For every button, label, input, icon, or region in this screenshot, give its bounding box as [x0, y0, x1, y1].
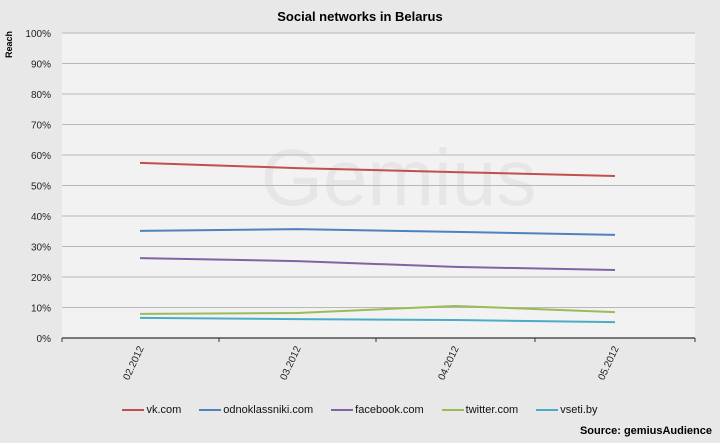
legend-item: facebook.com	[331, 404, 424, 416]
legend-label: vk.com	[146, 404, 182, 416]
x-tick-label: 02.2012	[121, 344, 146, 382]
series-line-vk-com	[139, 161, 616, 177]
y-tick-label: 30%	[31, 243, 51, 254]
legend-swatch	[536, 409, 559, 411]
y-tick-label: 10%	[31, 304, 51, 315]
chart-legend: vk.com odnoklassniki.com facebook.com twitt…	[0, 404, 720, 416]
y-tick-label: 100%	[25, 29, 51, 40]
y-tick-label: 80%	[31, 90, 51, 101]
y-tick-label: 60%	[31, 151, 51, 162]
legend-swatch	[331, 409, 354, 411]
legend-swatch	[441, 409, 464, 411]
x-tick-label: 05.2012	[596, 344, 621, 382]
y-tick-label: 50%	[31, 182, 51, 193]
series-line-odnoklassniki-com	[139, 228, 616, 236]
y-tick-label: 0%	[37, 334, 52, 345]
legend-label: twitter.com	[465, 404, 519, 416]
x-tick-label: 03.2012	[278, 344, 303, 382]
legend-item: twitter.com	[441, 404, 519, 416]
watermark: Gemius	[261, 133, 537, 222]
chart-title: Social networks in Belarus	[277, 9, 443, 24]
x-tick-label: 04.2012	[436, 344, 461, 382]
y-tick-label: 90%	[31, 60, 51, 71]
y-tick-label: 20%	[31, 273, 51, 284]
y-tick-label: 40%	[31, 212, 51, 223]
legend-item: vk.com	[122, 404, 181, 416]
series-line-facebook-com	[139, 257, 616, 271]
legend-label: vseti.by	[560, 404, 598, 416]
legend-item: vseti.by	[536, 404, 598, 416]
legend-swatch	[199, 409, 222, 411]
legend-label: odnoklassniki.com	[223, 404, 314, 416]
source-note: Source: gemiusAudience	[579, 425, 712, 437]
series-line-vseti-by	[139, 316, 616, 324]
legend-label: facebook.com	[355, 404, 424, 416]
series-line-twitter-com	[139, 304, 616, 315]
y-tick-label: 70%	[31, 121, 51, 132]
legend-swatch	[122, 409, 145, 411]
legend-item: odnoklassniki.com	[199, 404, 313, 416]
